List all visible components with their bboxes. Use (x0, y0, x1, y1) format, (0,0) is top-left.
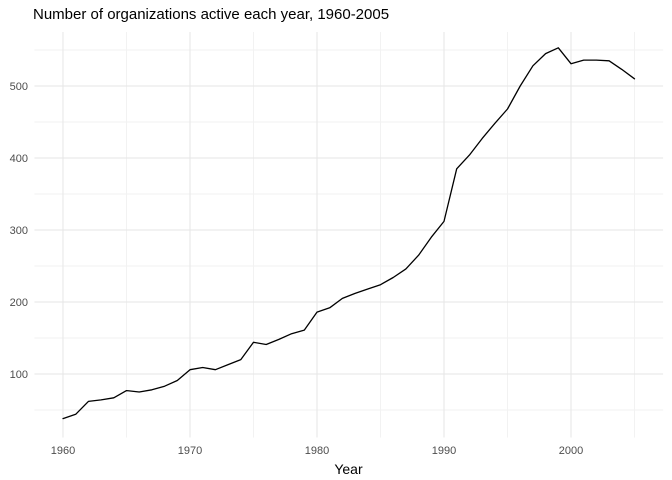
y-tick-label: 100 (10, 369, 28, 381)
data-series-line (62, 47, 636, 420)
y-tick-label: 500 (10, 81, 28, 93)
y-tick-label: 300 (10, 225, 28, 237)
x-tick-label: 1970 (178, 445, 202, 457)
chart-title: Number of organizations active each year… (33, 6, 390, 23)
y-tick-label: 200 (10, 297, 28, 309)
x-tick-label: 2000 (559, 445, 583, 457)
x-tick-label: 1990 (432, 445, 456, 457)
x-axis-title: Year (334, 461, 363, 477)
x-tick-label: 1980 (305, 445, 329, 457)
x-tick-label: 1960 (51, 445, 75, 457)
y-tick-label: 400 (10, 153, 28, 165)
